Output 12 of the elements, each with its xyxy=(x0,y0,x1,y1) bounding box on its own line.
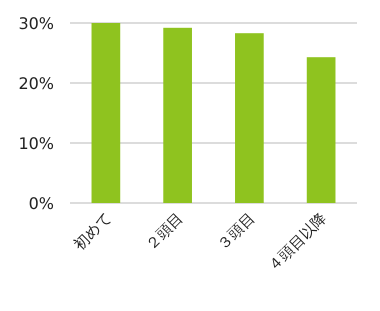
x-tick-label: ３頭目 xyxy=(214,209,258,254)
x-tick-label: 初めて xyxy=(70,209,115,254)
y-tick-label: 10% xyxy=(18,134,54,153)
y-tick-label: 20% xyxy=(18,74,54,93)
x-tick-label: ２頭目 xyxy=(142,209,186,254)
y-tick-label: 30% xyxy=(18,14,54,33)
bar xyxy=(163,28,192,203)
x-tick-label: ４頭目以降 xyxy=(264,209,330,275)
bar xyxy=(306,57,336,203)
bar xyxy=(235,33,264,203)
bar xyxy=(92,23,120,203)
y-tick-label: 0% xyxy=(28,194,54,213)
